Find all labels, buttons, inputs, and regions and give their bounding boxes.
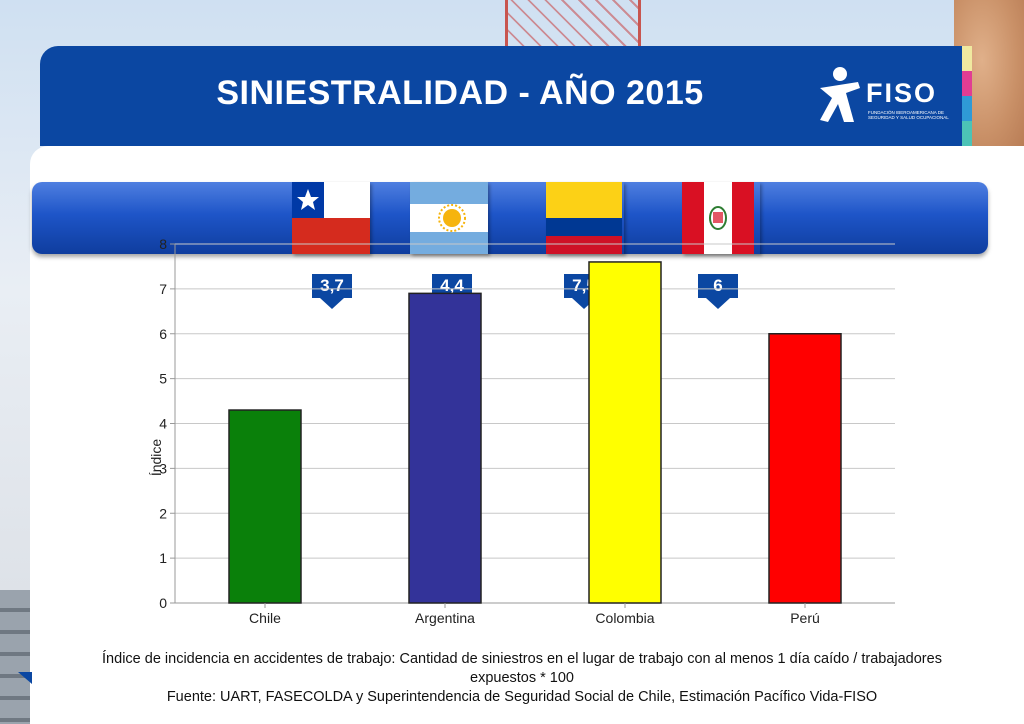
fiso-figure-icon (820, 67, 860, 122)
bar-chile (228, 409, 302, 604)
bar-colombia (588, 261, 662, 604)
background-building (0, 590, 34, 724)
x-tick-label: Argentina (415, 610, 475, 626)
bar-argentina (408, 292, 482, 604)
footnote-line-2: expuestos * 100 (470, 670, 574, 686)
corner-decoration (18, 672, 32, 684)
callout-peru: 6 (698, 274, 738, 298)
x-tick-label: Chile (249, 610, 281, 626)
callout-arrow-peru (706, 298, 730, 309)
bar-perú (768, 333, 842, 604)
y-tick-label: 6 (159, 326, 167, 342)
footnote-line-1: Índice de incidencia en accidentes de tr… (102, 651, 942, 667)
colombia-flag-icon (546, 182, 624, 254)
peru-flag-icon (682, 182, 760, 254)
logo-name: FISO (866, 78, 938, 108)
y-tick-label: 7 (159, 281, 167, 297)
y-tick-label: 2 (159, 505, 167, 521)
header-accent-stripe (962, 46, 972, 146)
y-tick-label: 4 (159, 416, 167, 432)
y-tick-label: 1 (159, 550, 167, 566)
logo-subtitle: FUNDACIÓN IBEROAMERICANA DE SEGURIDAD Y … (868, 110, 949, 120)
bar-chart: 0 1 2 3 4 5 6 7 8 Índice Chile Argentina Colombia Per… (148, 236, 895, 626)
callout-arrow-chile (320, 298, 344, 309)
page-title: SINIESTRALIDAD - AÑO 2015 (216, 74, 704, 112)
fiso-logo: FISO FUNDACIÓN IBEROAMERICANA DE SEGURID… (818, 66, 958, 128)
y-tick-label: 8 (159, 236, 167, 252)
header-band (40, 46, 970, 146)
y-axis-label: Índice (148, 439, 164, 477)
y-tick-label: 3 (159, 460, 167, 476)
argentina-flag-icon (410, 182, 488, 254)
chile-flag-icon (292, 182, 370, 254)
y-tick-label: 0 (159, 595, 167, 611)
x-tick-label: Perú (790, 610, 820, 626)
callout-chile: 3,7 (312, 274, 352, 298)
y-tick-label: 5 (159, 371, 167, 387)
footnote: Índice de incidencia en accidentes de tr… (60, 650, 984, 707)
footnote-source: Fuente: UART, FASECOLDA y Superintendenc… (166, 689, 878, 705)
background-tower (505, 0, 641, 46)
x-tick-label: Colombia (595, 610, 654, 626)
flag-bar (32, 182, 988, 254)
callout-arrow-colombia (572, 298, 596, 309)
